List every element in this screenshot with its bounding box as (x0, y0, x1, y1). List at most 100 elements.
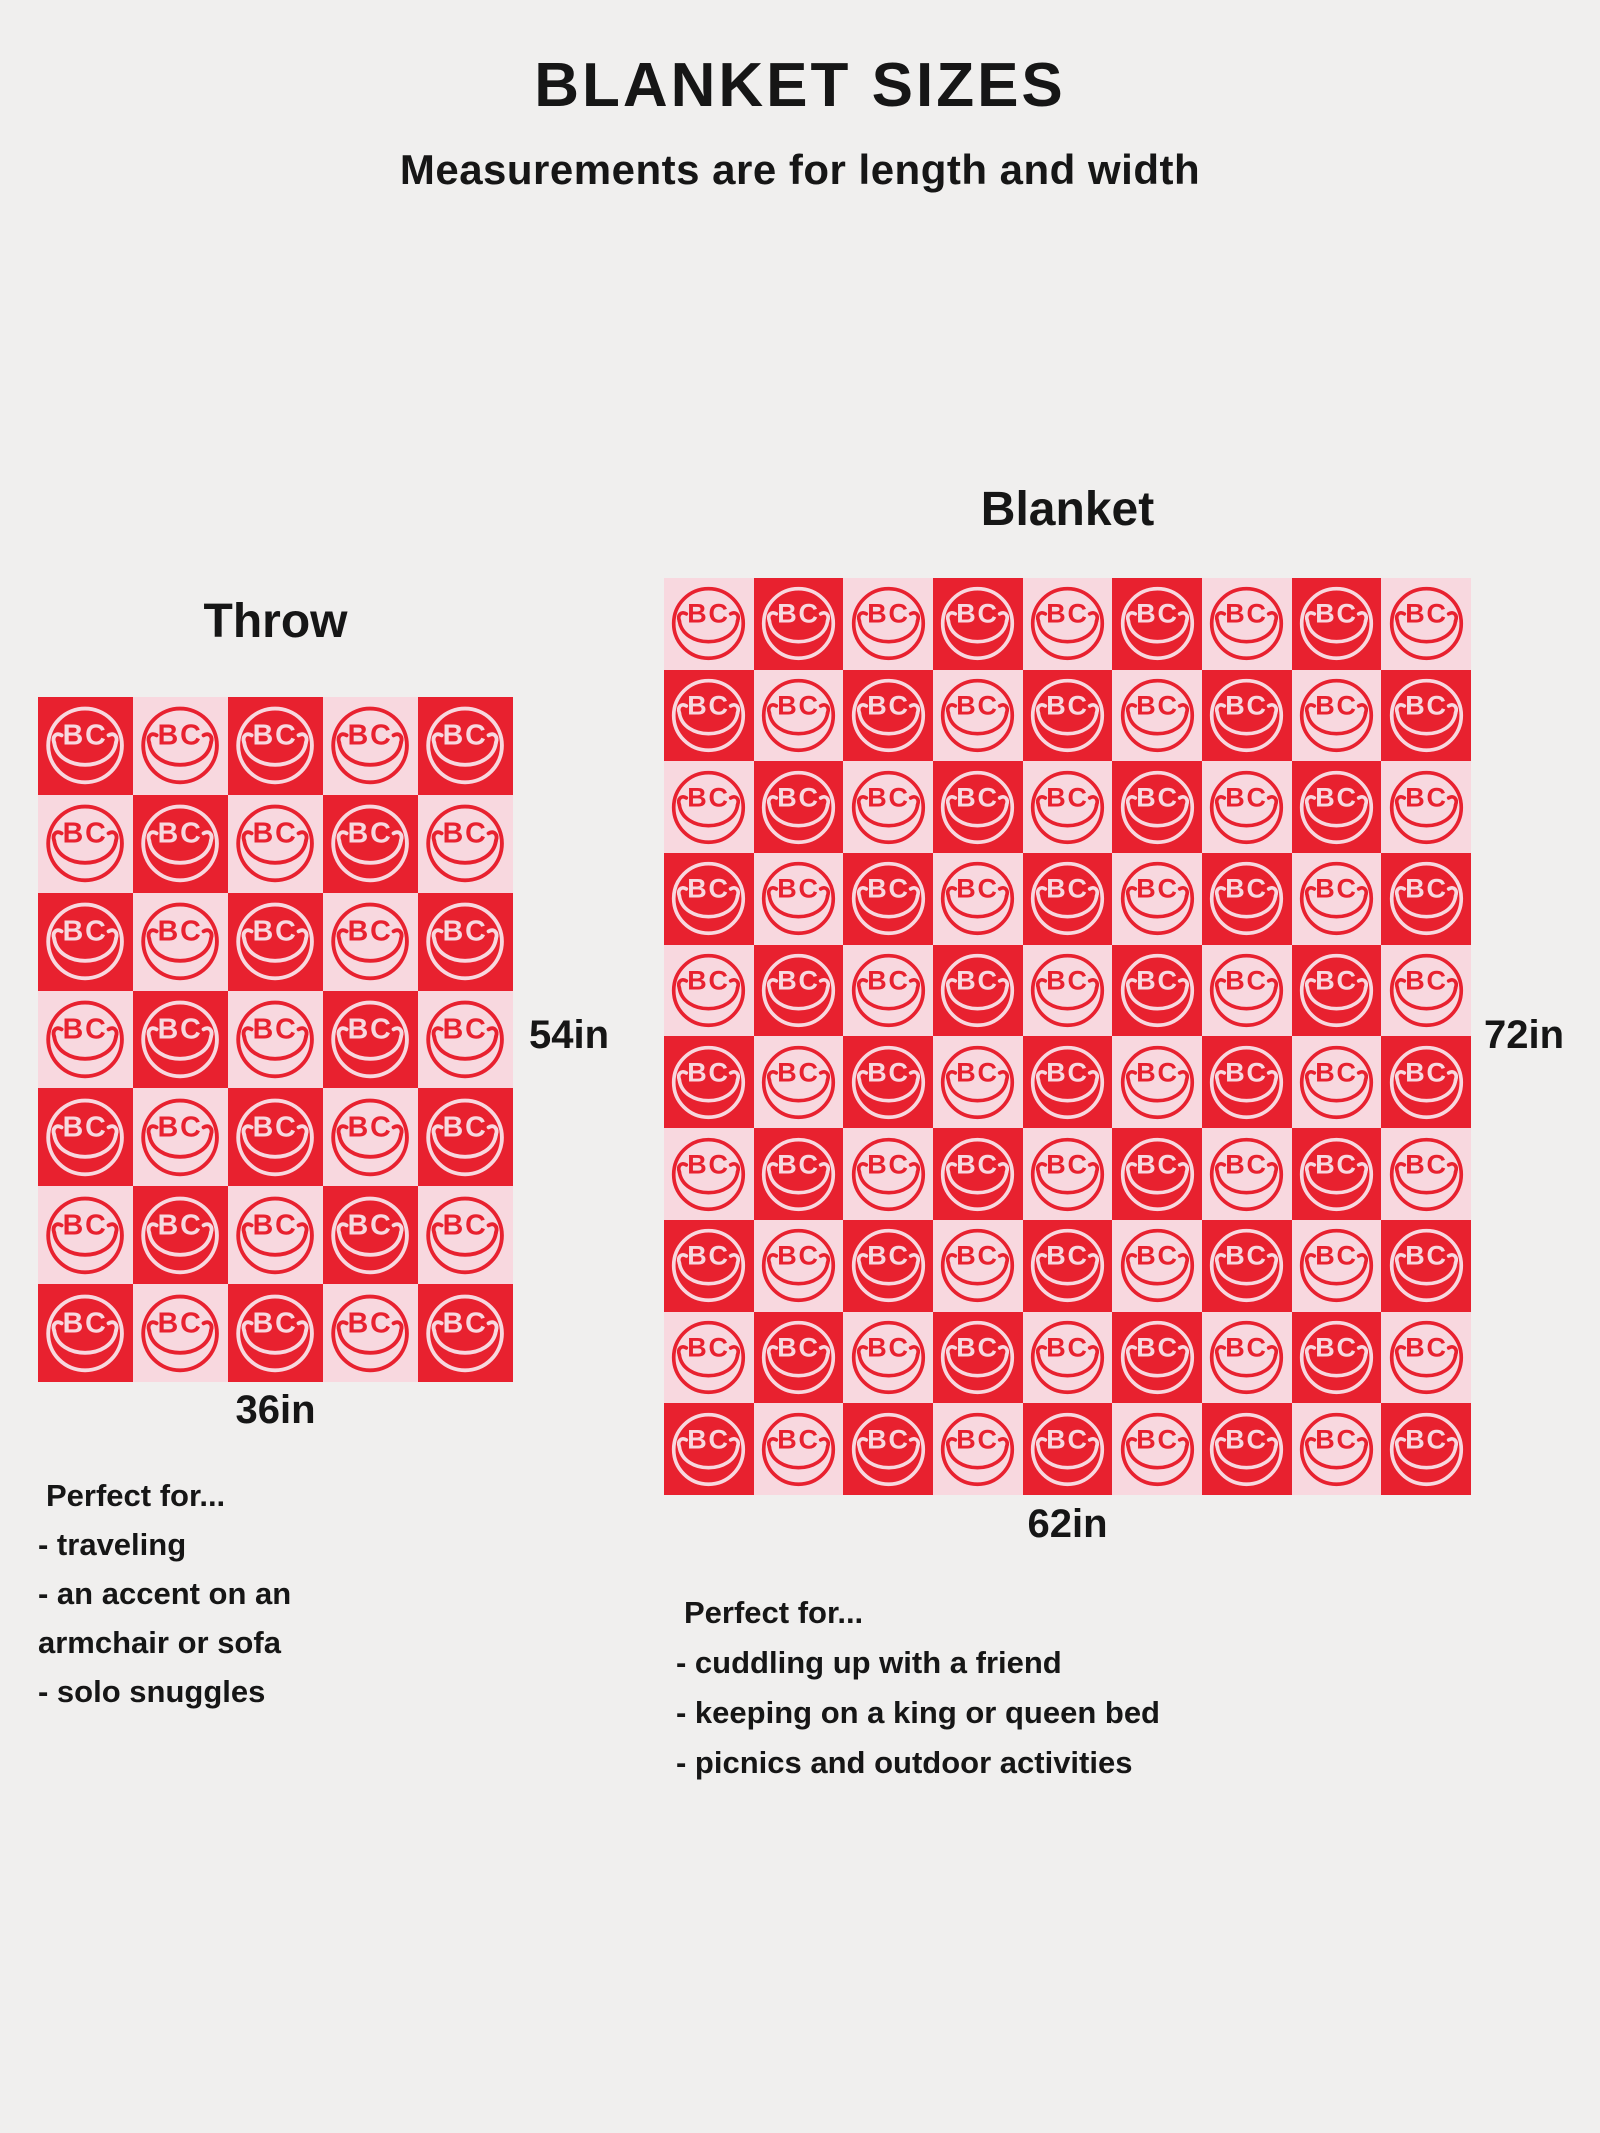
bc-smiley-icon: BC (851, 770, 925, 844)
bc-smiley-icon: BC (331, 1000, 410, 1079)
bc-smiley-icon: BC (941, 1229, 1015, 1303)
bc-smiley-icon: BC (761, 1229, 836, 1303)
checker-cell: BC (1201, 1128, 1292, 1220)
checker-cell: BC (932, 1403, 1023, 1495)
checker-cell: BC (38, 697, 133, 795)
bc-smiley-icon: BC (331, 1196, 410, 1275)
bc-smiley-icon: BC (851, 1045, 925, 1119)
checker-cell: BC (1291, 669, 1382, 762)
svg-text:BC: BC (443, 1111, 488, 1143)
bc-smiley-icon: BC (1389, 1412, 1463, 1486)
svg-text:BC: BC (443, 818, 488, 850)
perfect-for-heading: Perfect for... (46, 1478, 226, 1513)
svg-text:BC: BC (1226, 874, 1268, 904)
svg-text:BC: BC (1405, 874, 1447, 904)
bc-smiley-icon: BC (1299, 1412, 1374, 1486)
svg-text:BC: BC (1136, 1333, 1178, 1363)
checker-cell: BC (753, 1403, 844, 1495)
blanket-image: BC BC BC BC BC BC BC BC BC BC BC BC BC BC BC BC BC BC BC BC… (664, 578, 1471, 1495)
bc-smiley-icon: BC (1120, 954, 1194, 1028)
checker-cell: BC (843, 944, 933, 1037)
svg-text:BC: BC (348, 1307, 393, 1339)
svg-text:BC: BC (253, 1014, 298, 1046)
svg-text:BC: BC (63, 818, 108, 850)
bc-smiley-icon: BC (1299, 1229, 1374, 1303)
checker-cell: BC (228, 697, 323, 795)
blanket-perfect-for-list: Perfect for... - cuddling up with a frien… (676, 1588, 1160, 1788)
svg-text:BC: BC (1405, 691, 1447, 721)
checker-cell: BC (1201, 578, 1292, 670)
bc-smiley-icon: BC (426, 1196, 505, 1275)
bc-smiley-icon: BC (941, 770, 1015, 844)
bc-smiley-icon: BC (672, 1320, 746, 1395)
bc-smiley-icon: BC (426, 804, 505, 883)
bc-smiley-icon: BC (761, 770, 836, 844)
bc-smiley-icon: BC (851, 1412, 925, 1486)
svg-text:BC: BC (253, 1307, 298, 1339)
checker-cell: BC (133, 1186, 228, 1285)
svg-text:BC: BC (1405, 782, 1447, 812)
checker-cell: BC (1022, 1219, 1113, 1312)
checker-cell: BC (133, 1284, 228, 1382)
checker-cell: BC (664, 1128, 754, 1220)
svg-text:BC: BC (957, 599, 999, 629)
perfect-for-item: - traveling (38, 1527, 187, 1562)
perfect-for-heading: Perfect for... (684, 1595, 864, 1630)
throw-blanket-image: BC BC BC BC BC BC BC BC BC BC BC BC BC BC BC BC BC BC BC BC… (38, 697, 513, 1382)
bc-smiley-icon: BC (1299, 1137, 1374, 1211)
bc-smiley-icon: BC (1210, 1229, 1284, 1303)
svg-text:BC: BC (1315, 599, 1357, 629)
svg-text:BC: BC (688, 782, 730, 812)
svg-text:BC: BC (1315, 1333, 1357, 1363)
checker-cell: BC (323, 697, 418, 795)
checker-cell: BC (753, 578, 844, 670)
checker-cell: BC (1291, 944, 1382, 1037)
svg-text:BC: BC (348, 1014, 393, 1046)
checker-cell: BC (932, 944, 1023, 1037)
svg-text:BC: BC (1315, 1424, 1357, 1454)
svg-text:BC: BC (867, 1057, 909, 1087)
svg-text:BC: BC (957, 1241, 999, 1271)
checker-cell: BC (1201, 1036, 1292, 1129)
bc-smiley-icon: BC (1389, 1137, 1463, 1211)
checker-cell: BC (1291, 1036, 1382, 1129)
bc-smiley-icon: BC (941, 678, 1015, 753)
checker-cell: BC (932, 1036, 1023, 1129)
bc-smiley-icon: BC (851, 1137, 925, 1211)
checker-cell: BC (664, 578, 754, 670)
checker-cell: BC (133, 990, 228, 1089)
checker-cell: BC (1022, 1403, 1113, 1495)
perfect-for-item: armchair or sofa (38, 1625, 281, 1660)
checker-cell: BC (664, 669, 754, 762)
bc-smiley-icon: BC (141, 902, 220, 981)
bc-smiley-icon: BC (331, 707, 410, 785)
svg-text:BC: BC (777, 1241, 819, 1271)
checker-cell: BC (1201, 1311, 1292, 1404)
svg-text:BC: BC (867, 1149, 909, 1179)
checker-cell: BC (38, 794, 133, 893)
checker-cell: BC (843, 1311, 933, 1404)
bc-smiley-icon: BC (236, 707, 315, 785)
bc-smiley-icon: BC (1030, 587, 1105, 661)
checker-cell: BC (664, 761, 754, 854)
bc-smiley-icon: BC (1389, 862, 1463, 936)
checker-cell: BC (1291, 1403, 1382, 1495)
checker-cell: BC (753, 1311, 844, 1404)
bc-smiley-icon: BC (1120, 862, 1194, 936)
checker-cell: BC (664, 1311, 754, 1404)
svg-text:BC: BC (688, 1333, 730, 1363)
checker-cell: BC (843, 1219, 933, 1312)
svg-text:BC: BC (688, 874, 730, 904)
svg-text:BC: BC (158, 818, 203, 850)
svg-text:BC: BC (1136, 1241, 1178, 1271)
checker-cell: BC (133, 892, 228, 991)
bc-smiley-icon: BC (1389, 678, 1463, 753)
bc-smiley-icon: BC (941, 1137, 1015, 1211)
svg-text:BC: BC (1315, 966, 1357, 996)
svg-text:BC: BC (253, 1209, 298, 1241)
checker-cell: BC (932, 761, 1023, 854)
bc-smiley-icon: BC (1120, 1412, 1194, 1486)
svg-text:BC: BC (158, 916, 203, 948)
svg-text:BC: BC (1136, 1057, 1178, 1087)
bc-smiley-icon: BC (1120, 1320, 1194, 1395)
